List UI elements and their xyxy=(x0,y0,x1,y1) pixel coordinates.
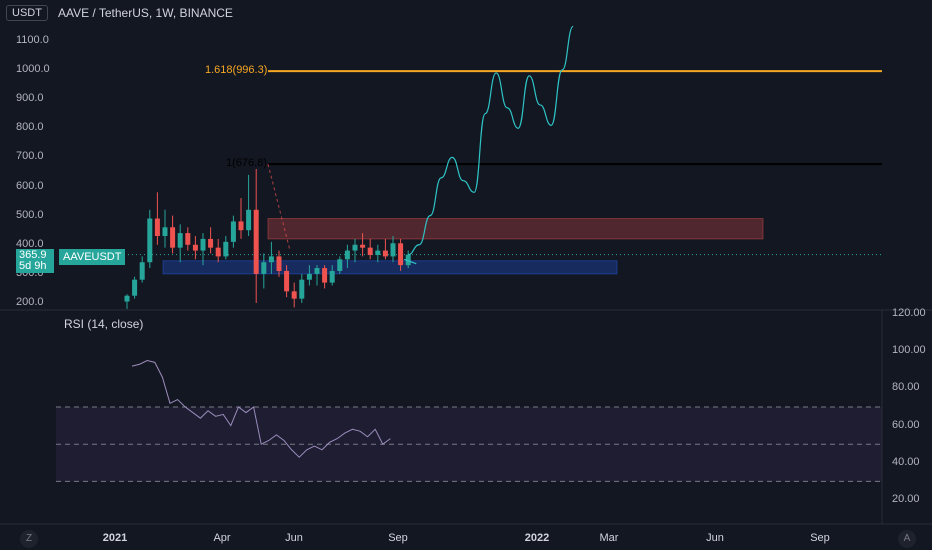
candle-body xyxy=(344,250,350,260)
candle-body xyxy=(230,221,236,242)
rsi-tick: 120.00 xyxy=(892,307,926,319)
symbol-title[interactable]: AAVE / TetherUS, 1W, BINANCE xyxy=(57,6,233,20)
candle-body xyxy=(291,291,297,299)
candle-body xyxy=(268,256,274,263)
candle-body xyxy=(139,262,145,280)
candle-body xyxy=(162,227,168,237)
time-tick: Apr xyxy=(213,532,231,544)
candles xyxy=(124,169,411,309)
price-tick: 900.0 xyxy=(16,92,44,105)
projection-path xyxy=(403,25,574,265)
candle-body xyxy=(322,268,328,283)
price-tick: 500.0 xyxy=(16,208,44,221)
time-tick: Sep xyxy=(388,532,408,544)
candle-body xyxy=(132,279,138,296)
rsi-pane xyxy=(56,359,882,482)
candle-body xyxy=(390,243,396,257)
fib-lines xyxy=(60,70,882,256)
support-zone xyxy=(162,260,618,275)
candle-body xyxy=(200,238,206,251)
rsi-tick: 80.00 xyxy=(892,381,920,394)
last-price-tag: 365.9 5d 9h xyxy=(16,249,54,273)
candle-body xyxy=(306,273,312,280)
candle-body xyxy=(367,247,373,255)
time-tick: Sep xyxy=(810,532,830,544)
projection-arrow xyxy=(403,258,417,265)
candle-body xyxy=(253,209,259,274)
zones xyxy=(162,218,764,275)
price-tick: 700.0 xyxy=(16,150,44,163)
rsi-tick: 40.00 xyxy=(892,455,920,468)
resistance-zone xyxy=(267,218,764,240)
rsi-tick: 60.00 xyxy=(892,418,920,431)
fib-label-1[interactable]: 1(676.8) xyxy=(226,157,267,170)
projection-curve xyxy=(408,25,574,256)
candle-body xyxy=(299,279,305,299)
candle-body xyxy=(337,259,343,271)
candle-body xyxy=(154,218,160,237)
frame xyxy=(0,309,932,525)
candle-body xyxy=(223,241,229,257)
candle-body xyxy=(314,268,320,274)
last-price-value: 365.9 xyxy=(19,249,47,261)
rsi-tick: 100.00 xyxy=(892,344,926,357)
candle-body xyxy=(360,244,366,248)
candle-body xyxy=(208,238,214,248)
candle-body xyxy=(398,243,404,266)
candle-body xyxy=(246,209,252,231)
timezone-button[interactable]: Z xyxy=(20,530,38,548)
symbol-tag: AAVEUSDT xyxy=(59,249,126,265)
price-tick: 200.0 xyxy=(16,296,44,308)
time-tick: 2022 xyxy=(524,532,550,544)
bar-countdown: 5d 9h xyxy=(19,260,47,272)
candle-body xyxy=(276,256,282,271)
candle-body xyxy=(261,262,267,274)
price-tick: 1000.0 xyxy=(16,63,50,75)
candle-body xyxy=(238,221,244,231)
candle-body xyxy=(170,227,176,248)
price-tick: 800.0 xyxy=(16,121,44,134)
rsi-label[interactable]: RSI (14, close) xyxy=(64,317,144,331)
rsi-line xyxy=(131,359,391,458)
candle-body xyxy=(215,247,221,257)
candle-body xyxy=(284,270,290,292)
fib-label-1618[interactable]: 1.618(996.3) xyxy=(205,64,268,77)
candle-body xyxy=(177,233,183,248)
time-tick: Jun xyxy=(285,532,303,544)
candle-body xyxy=(124,295,130,302)
price-tick: 600.0 xyxy=(16,179,44,192)
auto-scale-button[interactable]: A xyxy=(898,530,916,548)
chart-header: USDT AAVE / TetherUS, 1W, BINANCE xyxy=(6,4,233,22)
candle-body xyxy=(405,254,411,266)
rsi-tick: 20.00 xyxy=(892,493,920,505)
candle-body xyxy=(329,270,335,283)
fib-trend-line xyxy=(267,164,291,251)
currency-badge[interactable]: USDT xyxy=(6,5,48,21)
candle-body xyxy=(192,244,198,251)
time-tick: Jun xyxy=(706,532,724,544)
candle-body xyxy=(147,218,153,263)
candle-body xyxy=(382,250,388,257)
price-tick: 1100.0 xyxy=(16,33,49,46)
candle-body xyxy=(375,250,381,255)
candle-body xyxy=(352,244,358,251)
time-tick: 2021 xyxy=(102,532,128,544)
price-tick: 400.0 xyxy=(16,237,44,250)
time-tick: Mar xyxy=(599,532,619,544)
candle-body xyxy=(185,233,191,245)
